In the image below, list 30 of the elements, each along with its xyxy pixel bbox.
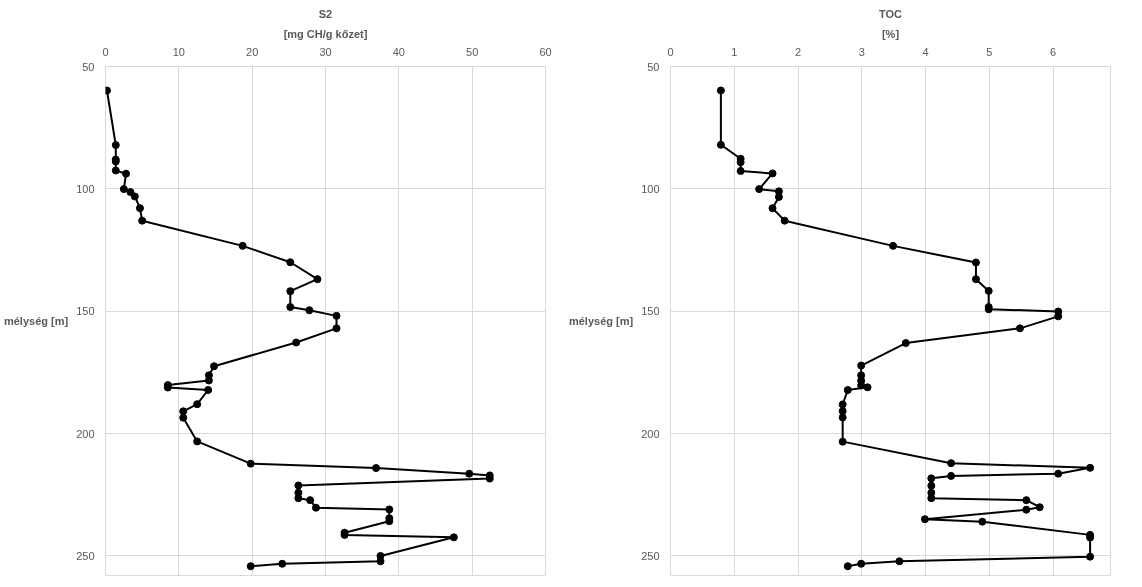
x-tick-label: 0 bbox=[667, 45, 674, 58]
y-axis-title: mélység [m] bbox=[568, 315, 634, 327]
y-tick-label: 100 bbox=[76, 182, 95, 195]
y-tick-label: 200 bbox=[641, 427, 660, 440]
y-tick-label: 150 bbox=[76, 305, 95, 318]
y-axis-title: mélység [m] bbox=[3, 315, 69, 327]
y-tick-label: 50 bbox=[647, 60, 660, 73]
y-tick-label: 50 bbox=[82, 60, 95, 73]
chart-title: S2 bbox=[318, 7, 333, 20]
x-tick-label: 60 bbox=[539, 45, 552, 58]
x-tick-label: 0 bbox=[102, 45, 109, 58]
y-tick-label: 150 bbox=[641, 305, 660, 318]
x-tick-label: 5 bbox=[986, 45, 993, 58]
x-axis-title: [mg CH/g kőzet] bbox=[283, 27, 368, 40]
x-tick-label: 30 bbox=[319, 45, 332, 58]
x-tick-label: 50 bbox=[466, 45, 479, 58]
x-tick-label: 6 bbox=[1050, 45, 1057, 58]
y-tick-label: 250 bbox=[76, 549, 95, 562]
x-tick-label: 10 bbox=[172, 45, 185, 58]
chart-title: TOC bbox=[878, 7, 903, 20]
y-tick-label: 250 bbox=[641, 549, 660, 562]
x-tick-label: 2 bbox=[794, 45, 802, 58]
x-tick-label: 40 bbox=[392, 45, 405, 58]
y-tick-label: 100 bbox=[641, 182, 660, 195]
x-tick-label: 3 bbox=[858, 45, 865, 58]
x-tick-label: 1 bbox=[731, 45, 738, 58]
x-tick-label: 20 bbox=[246, 45, 259, 58]
y-tick-label: 200 bbox=[76, 427, 95, 440]
x-axis-title: [%] bbox=[881, 27, 900, 40]
x-tick-label: 4 bbox=[922, 45, 929, 58]
